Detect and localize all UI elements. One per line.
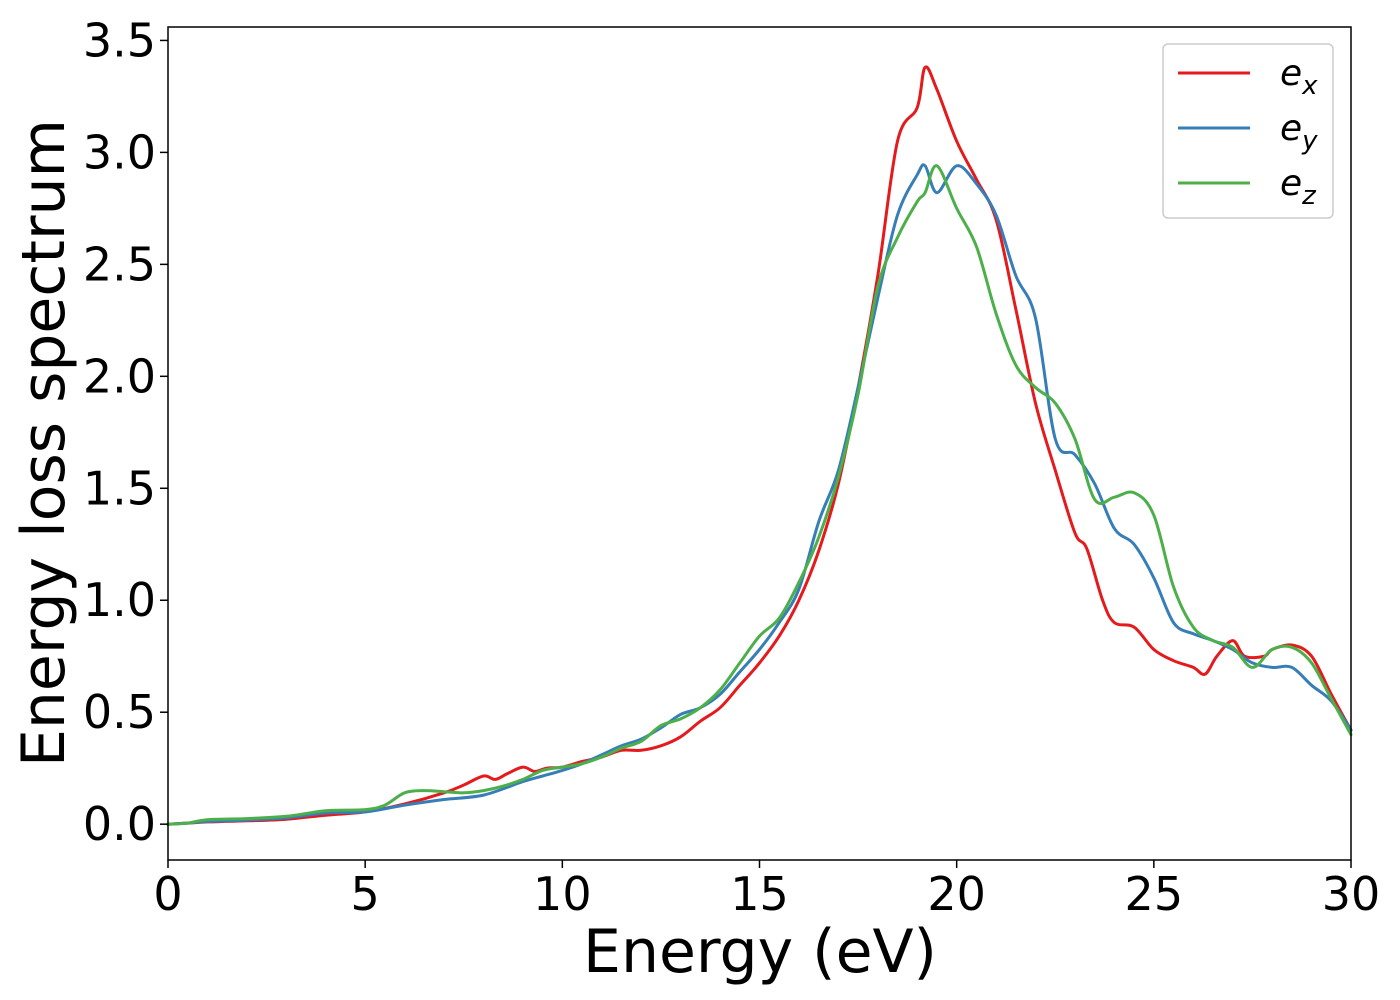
y-tick-label: 0.5 [83, 685, 156, 739]
y-tick-label: 1.5 [83, 461, 156, 515]
y-tick-label: 1.0 [83, 573, 156, 627]
y-tick-label: 2.0 [83, 349, 156, 403]
series-layer [166, 65, 1353, 826]
x-tick-label: 0 [153, 867, 182, 921]
x-tick-label: 5 [351, 867, 380, 921]
y-tick-label: 2.5 [83, 237, 156, 291]
x-axis-label: Energy (eV) [583, 917, 937, 987]
y-tick-label: 3.0 [83, 125, 156, 179]
x-tick-label: 25 [1125, 867, 1184, 921]
y-axis: 0.0 0.5 1.0 1.5 2.0 2.5 3.0 3.5 [83, 13, 168, 851]
y-tick-label: 0.0 [83, 797, 156, 851]
x-tick-label: 10 [533, 867, 592, 921]
series-line-y [166, 163, 1353, 826]
x-tick-label: 30 [1322, 867, 1381, 921]
x-tick-label: 20 [927, 867, 986, 921]
y-tick-label: 3.5 [83, 13, 156, 67]
series-line-z [166, 164, 1353, 826]
x-tick-label: 15 [730, 867, 789, 921]
legend-box [1162, 43, 1334, 219]
x-axis: 0 5 10 15 20 25 30 [153, 860, 1380, 921]
y-axis-label: Energy loss spectrum [9, 119, 79, 767]
